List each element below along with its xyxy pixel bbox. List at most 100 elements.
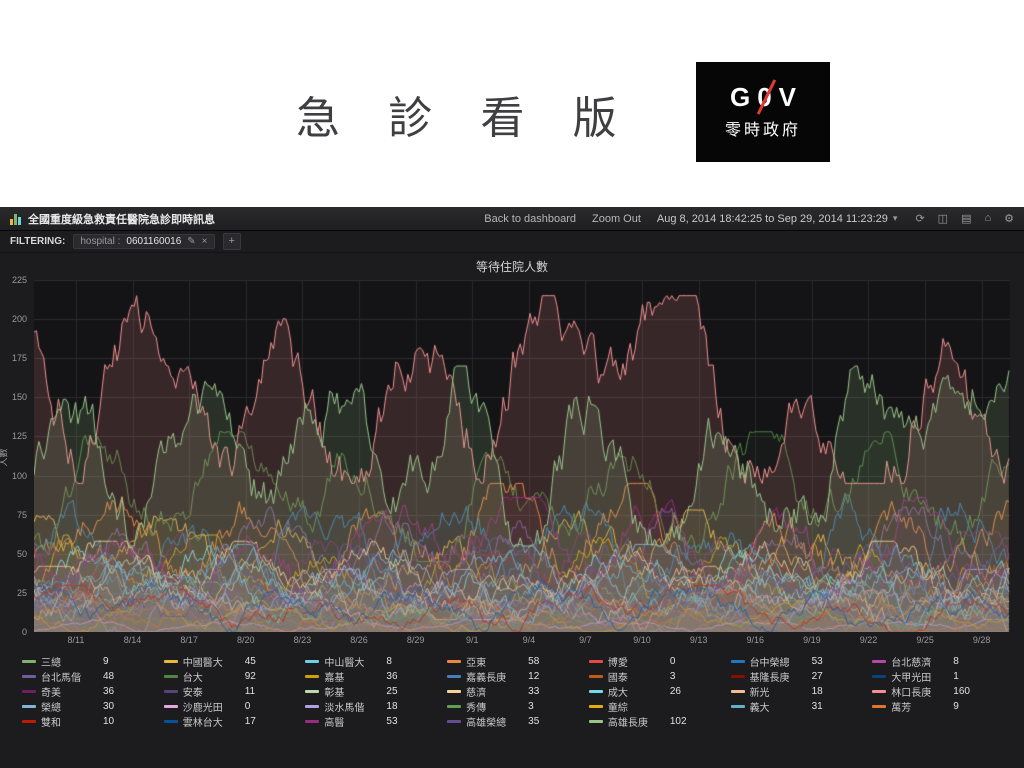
x-tick-label: 9/25	[916, 635, 934, 645]
legend-item[interactable]: 榮總 30	[22, 700, 158, 714]
legend-item[interactable]: 中山醫大 8	[305, 655, 441, 669]
legend-item[interactable]: 雙和 10	[22, 715, 158, 729]
series-value: 53	[386, 716, 398, 727]
series-color-dash	[305, 705, 320, 708]
legend-item[interactable]: 亞東 58	[447, 655, 583, 669]
settings-icon[interactable]: ⚙	[1004, 213, 1014, 225]
x-tick-label: 9/22	[859, 635, 878, 645]
series-name: 萬芳	[891, 703, 912, 714]
logo-letter-g: G	[729, 82, 758, 112]
x-tick-label: 8/11	[67, 635, 85, 645]
add-filter-button[interactable]: +	[222, 233, 241, 250]
legend-item[interactable]: 沙鹿光田 0	[163, 700, 300, 714]
series-name: 三總	[41, 658, 61, 669]
open-folder-icon[interactable]: ▤	[961, 213, 972, 225]
legend-item[interactable]: 大甲光田 1	[872, 670, 1008, 684]
series-value: 10	[103, 716, 115, 727]
series-name: 雲林台大	[182, 718, 223, 729]
legend-item[interactable]: 安泰 11	[163, 685, 300, 699]
legend-item[interactable]: 萬芳 9	[872, 700, 1008, 714]
legend-item[interactable]: 嘉義長庚 12	[447, 670, 583, 684]
series-name: 榮總	[41, 703, 61, 714]
caret-down-icon: ▾	[892, 213, 898, 223]
series-name: 義大	[749, 703, 770, 714]
series-value: 45	[244, 656, 256, 667]
y-tick-label: 175	[11, 353, 27, 364]
topbar-icon-group: ⟳ ◫ ▤ ⌂ ⚙	[915, 212, 1014, 225]
panel-title[interactable]: 等待住院人數	[475, 260, 548, 274]
y-tick-label: 50	[16, 548, 27, 559]
legend-item[interactable]: 台北慈濟 8	[872, 655, 1008, 669]
chart-canvas[interactable]	[34, 280, 1010, 632]
series-name: 奇美	[41, 688, 61, 699]
series-value: 8	[953, 656, 959, 667]
series-color-dash	[872, 690, 887, 693]
series-name: 博愛	[607, 658, 628, 669]
legend-item[interactable]: 林口長庚 160	[872, 685, 1008, 699]
x-tick-label: 8/26	[350, 635, 368, 645]
time-range-picker[interactable]: Aug 8, 2014 18:42:25 to Sep 29, 2014 11:…	[657, 213, 898, 225]
series-name: 基隆長庚	[749, 673, 790, 684]
series-value: 48	[103, 671, 115, 682]
legend-item[interactable]: 中國醫大 45	[163, 655, 300, 669]
x-tick-label: 9/16	[746, 635, 765, 645]
series-name: 安泰	[182, 688, 203, 699]
legend-item[interactable]: 奇美 36	[22, 685, 158, 699]
y-tick-label: 0	[21, 627, 27, 637]
back-to-dashboard-link[interactable]: Back to dashboard	[484, 212, 576, 225]
series-value: 11	[244, 686, 256, 697]
remove-filter-icon[interactable]: ×	[201, 236, 208, 247]
series-color-dash	[163, 660, 178, 663]
legend-item[interactable]: 博愛 0	[588, 655, 725, 669]
legend-item[interactable]: 三總 9	[22, 655, 158, 669]
x-tick-label: 8/29	[406, 635, 425, 645]
save-icon[interactable]: ◫	[937, 213, 949, 225]
series-value: 3	[669, 671, 676, 682]
legend-item[interactable]: 台中榮總 53	[730, 655, 867, 669]
series-name: 彰基	[324, 688, 345, 699]
series-color-dash	[588, 705, 603, 708]
series-value: 31	[811, 701, 823, 712]
zoom-out-button[interactable]: Zoom Out	[592, 212, 641, 225]
series-color-dash	[22, 675, 36, 678]
legend-item[interactable]: 高雄榮總 35	[447, 715, 583, 729]
legend-item[interactable]: 國泰 3	[588, 670, 725, 684]
legend-item[interactable]: 秀傳 3	[447, 700, 583, 714]
legend-item[interactable]: 高雄長庚 102	[588, 715, 725, 729]
legend-item[interactable]: 基隆長庚 27	[730, 670, 867, 684]
legend-item[interactable]: 台北馬偕 48	[22, 670, 158, 684]
x-tick-label: 9/19	[803, 635, 821, 645]
legend-item[interactable]: 彰基 25	[305, 685, 441, 699]
legend-item[interactable]: 成大 26	[588, 685, 725, 699]
series-value: 36	[386, 671, 398, 682]
series-color-dash	[22, 720, 36, 723]
chart: 225 200 175 150 125 100 75 50 25 0	[12, 275, 1010, 637]
legend-item[interactable]: 慈濟 33	[447, 685, 583, 699]
edit-filter-icon[interactable]: ✎	[187, 236, 196, 247]
series-value: 33	[528, 686, 540, 697]
legend-item[interactable]: 高醫 53	[305, 715, 441, 729]
legend-item[interactable]: 台大 92	[163, 670, 300, 684]
legend-item[interactable]: 淡水馬偕 18	[305, 700, 441, 714]
series-color-dash	[447, 675, 462, 678]
legend-item[interactable]: 雲林台大 17	[163, 715, 300, 729]
y-tick-label: 100	[11, 470, 27, 481]
series-name: 台北慈濟	[891, 658, 932, 669]
x-tick-label: 9/7	[579, 635, 592, 645]
home-icon[interactable]: ⌂	[984, 212, 992, 224]
g0v-logo: G0V 零時政府	[696, 62, 830, 162]
legend-item[interactable]: 義大 31	[730, 700, 867, 714]
series-color-dash	[163, 705, 178, 708]
legend-item[interactable]: 童綜	[588, 700, 725, 714]
series-value: 0	[669, 656, 676, 667]
legend-item[interactable]: 新光 18	[730, 685, 867, 699]
slide-title: 急 診 看 版	[296, 94, 635, 143]
legend-item[interactable]: 嘉基 36	[305, 670, 441, 684]
refresh-icon[interactable]: ⟳	[915, 213, 925, 225]
y-tick-label: 200	[11, 314, 27, 325]
x-tick-label: 8/14	[123, 635, 142, 645]
series-value: 36	[103, 686, 115, 697]
series-color-dash	[163, 720, 178, 723]
filter-tag: hospital : 0601160016 ✎ ×	[73, 234, 215, 249]
series-value: 26	[669, 686, 681, 697]
